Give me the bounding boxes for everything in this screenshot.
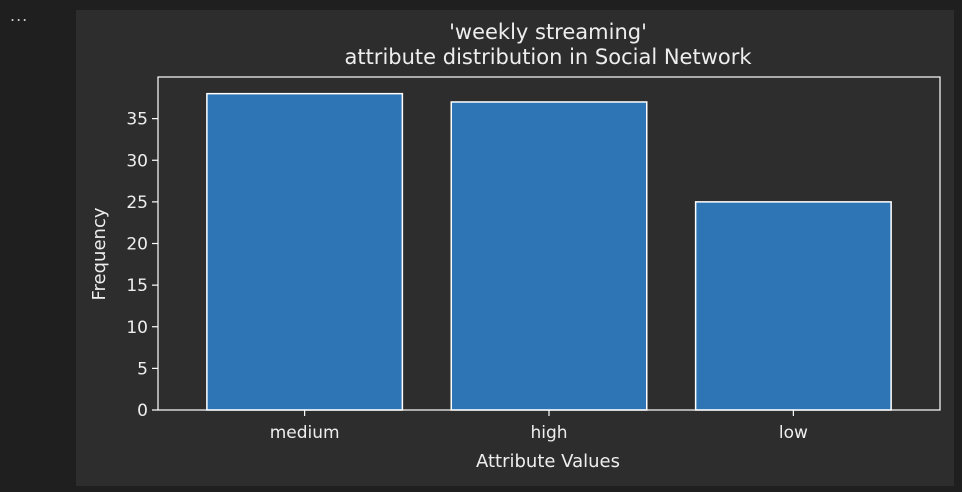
y-tick-label-30: 30	[126, 151, 148, 171]
y-tick-label-5: 5	[137, 359, 148, 379]
bars-layer	[206, 92, 892, 411]
bar-high	[450, 101, 648, 411]
x-axis-label: Attribute Values	[476, 451, 620, 472]
y-tick-label-10: 10	[126, 318, 148, 338]
y-tick-label-20: 20	[126, 235, 148, 255]
bar-low	[694, 201, 892, 411]
x-tick-label-medium: medium	[270, 423, 340, 443]
bar-chart: 'weekly streaming' attribute distributio…	[89, 20, 941, 472]
y-tick-label-35: 35	[126, 110, 148, 130]
axes-frame	[157, 76, 941, 411]
y-tick-label-0: 0	[137, 401, 148, 421]
x-axis-ticks: medium high low	[270, 410, 808, 443]
chart-output-panel: 'weekly streaming' attribute distributio…	[76, 10, 954, 486]
bar-medium	[206, 92, 404, 411]
chart-title-line-1: 'weekly streaming'	[449, 20, 647, 44]
y-axis-label: Frequency	[89, 207, 110, 300]
y-tick-label-15: 15	[126, 276, 148, 296]
y-tick-label-25: 25	[126, 193, 148, 213]
x-tick-label-low: low	[779, 423, 808, 443]
x-tick-label-high: high	[530, 423, 567, 443]
chart-title-line-2: attribute distribution in Social Network	[344, 45, 752, 69]
y-axis-ticks: 0 5 10 15 20 25 30 35	[126, 110, 158, 421]
more-options-icon[interactable]: ...	[10, 6, 29, 25]
